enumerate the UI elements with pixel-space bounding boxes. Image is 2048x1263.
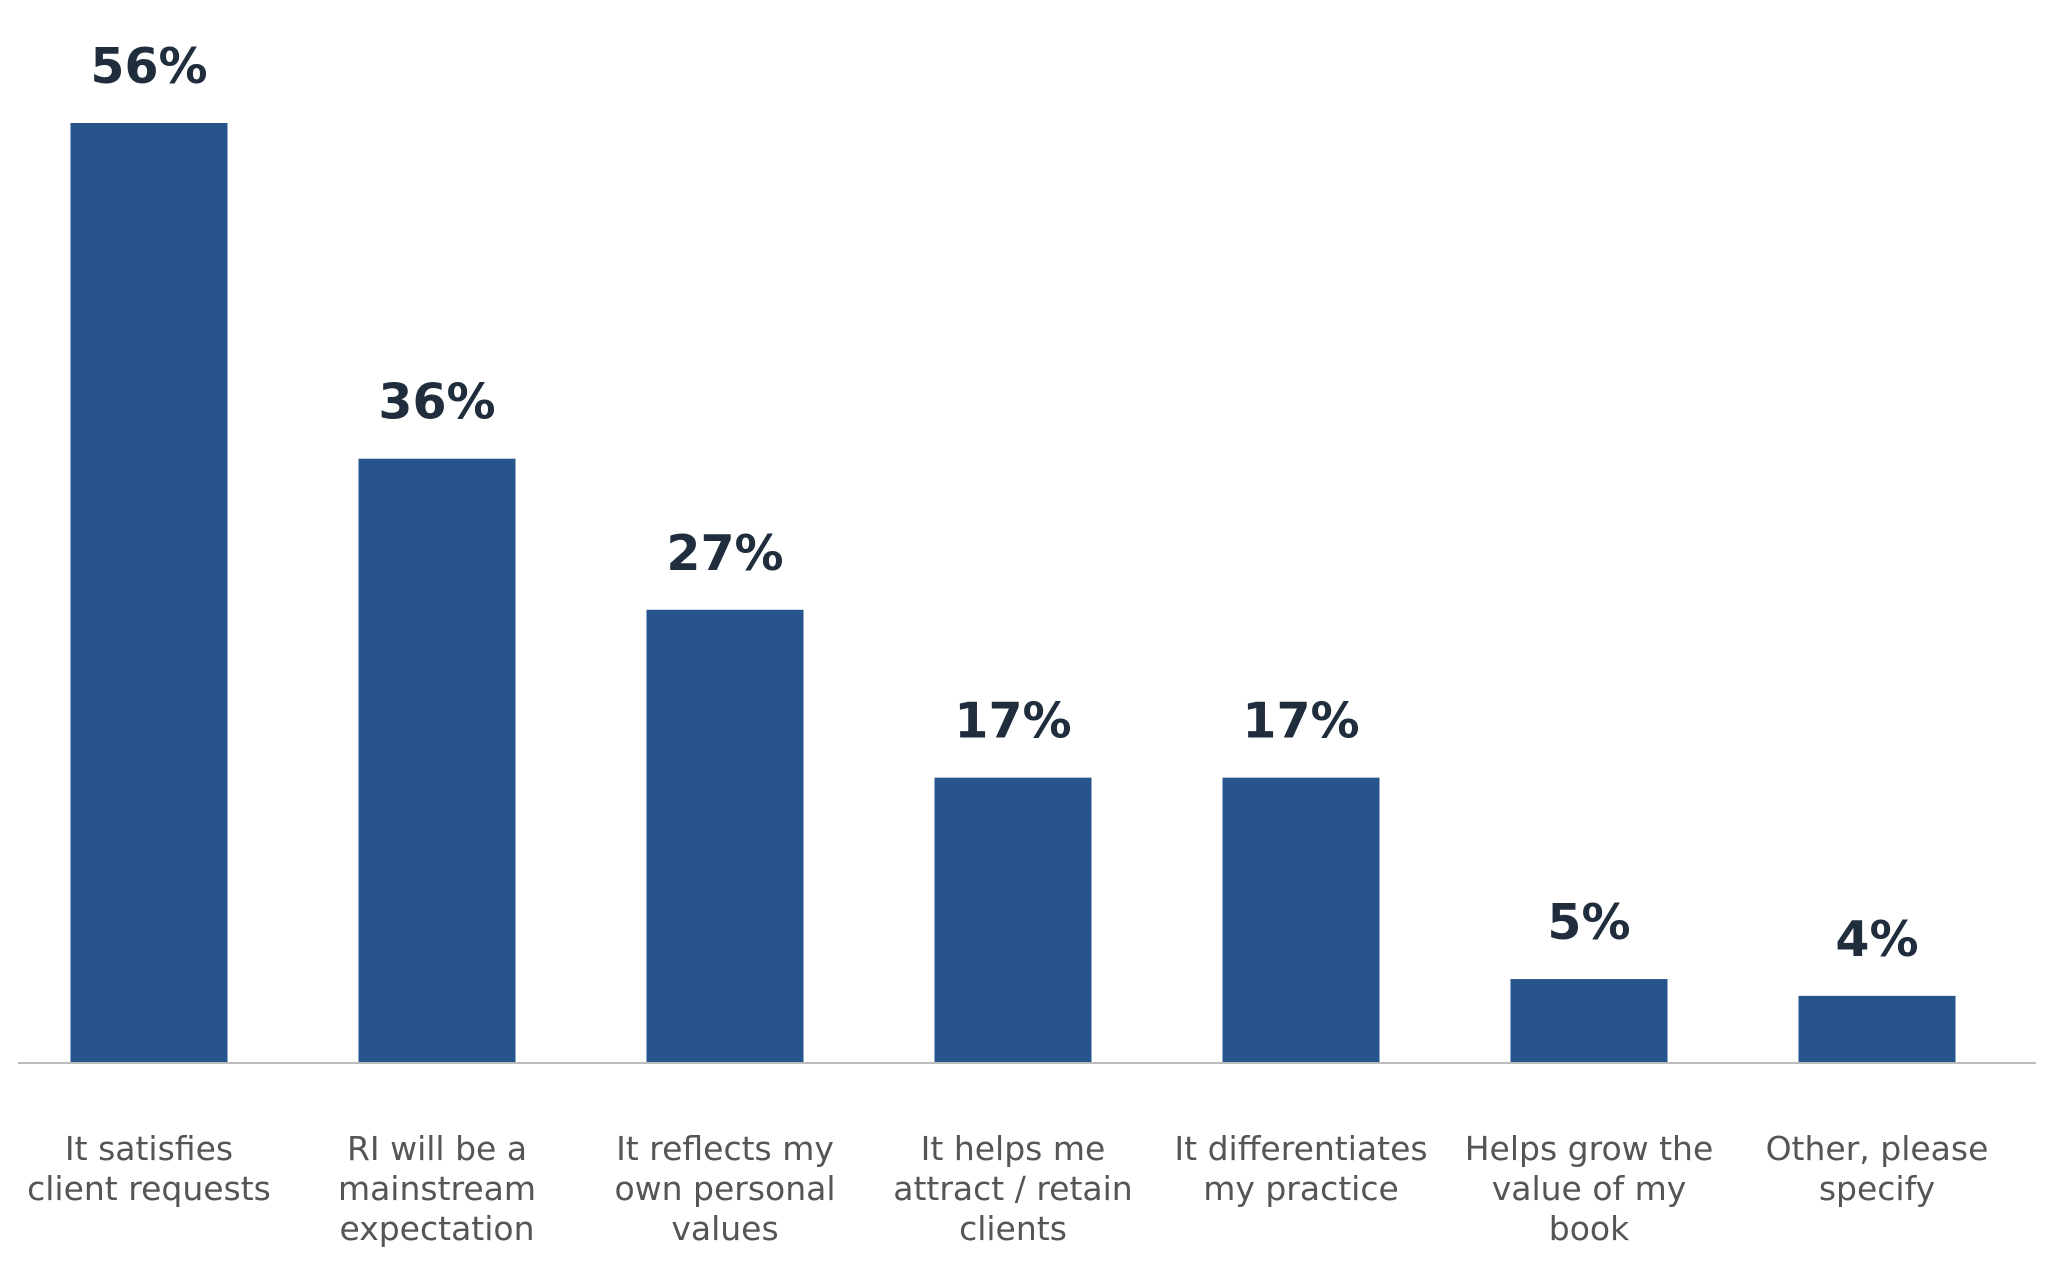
bar-4 (1222, 777, 1380, 1063)
category-label-5: Helps grow the value of my book (1465, 1129, 1714, 1248)
bars-group (70, 123, 1956, 1063)
category-label-2-line-2: values (671, 1209, 778, 1248)
bar-1 (358, 458, 516, 1063)
category-label-1-line-0: RI will be a (347, 1129, 527, 1168)
category-label-5-line-1: value of my (1492, 1169, 1687, 1208)
value-label-1: 36% (378, 374, 495, 431)
bar-5 (1510, 979, 1668, 1063)
value-label-0: 56% (90, 38, 207, 95)
category-label-3-line-2: clients (959, 1209, 1067, 1248)
category-label-2-line-1: own personal (614, 1169, 835, 1208)
category-label-1: RI will be a mainstream expectation (338, 1129, 536, 1248)
bar-3 (934, 777, 1092, 1063)
value-label-2: 27% (666, 525, 783, 582)
category-label-0-line-0: It satisfies (65, 1129, 233, 1168)
bar-2 (646, 609, 804, 1063)
category-label-4-line-0: It differentiates (1174, 1129, 1427, 1168)
category-label-0-line-1: client requests (27, 1169, 271, 1208)
category-label-5-line-0: Helps grow the (1465, 1129, 1714, 1168)
value-label-6: 4% (1835, 911, 1918, 968)
bar-0 (70, 123, 228, 1063)
bar-6 (1798, 995, 1956, 1063)
category-label-6: Other, please specify (1766, 1129, 1989, 1208)
category-label-2-line-0: It reflects my (616, 1129, 834, 1168)
category-label-3-line-1: attract / retain (893, 1169, 1132, 1208)
value-label-5: 5% (1547, 894, 1630, 951)
category-label-0: It satisfies client requests (27, 1129, 271, 1208)
category-label-4-line-1: my practice (1203, 1169, 1399, 1208)
category-label-5-line-2: book (1549, 1209, 1630, 1248)
category-label-2: It reflects my own personal values (614, 1129, 835, 1248)
value-label-3: 17% (954, 693, 1071, 750)
category-label-1-line-1: mainstream (338, 1169, 536, 1208)
category-label-3: It helps me attract / retain clients (893, 1129, 1132, 1248)
category-label-3-line-0: It helps me (921, 1129, 1106, 1168)
value-label-4: 17% (1242, 693, 1359, 750)
category-label-6-line-0: Other, please (1766, 1129, 1989, 1168)
category-label-6-line-1: specify (1819, 1169, 1935, 1208)
value-labels-group: 56% 36% 27% 17% 17% 5% 4% (90, 38, 1918, 968)
category-label-4: It differentiates my practice (1174, 1129, 1427, 1208)
category-label-1-line-2: expectation (339, 1209, 534, 1248)
